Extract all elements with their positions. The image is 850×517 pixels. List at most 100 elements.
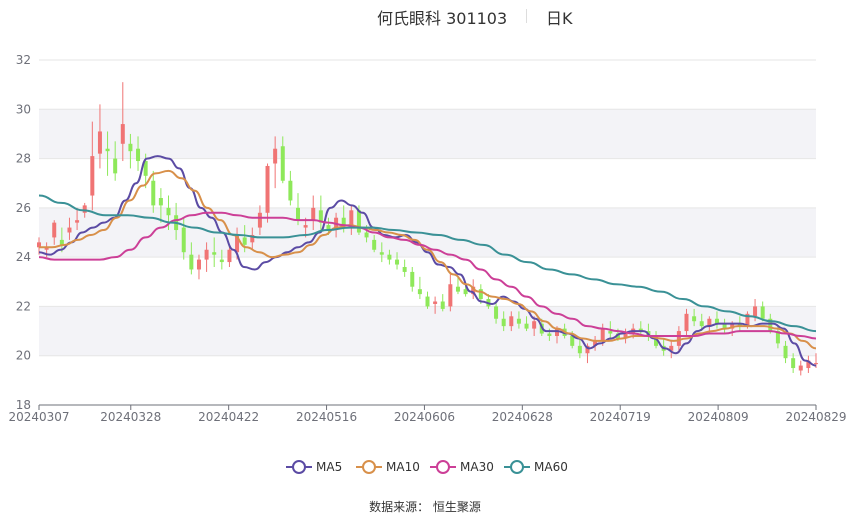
chart-title: 何氏眼科 301103 [377,9,508,28]
candle-body [341,217,346,226]
title-divider [526,9,527,23]
candle-body [151,180,156,206]
data-source: 数据来源： 恒生聚源 [369,500,481,514]
x-tick-label: 20240606 [394,410,455,424]
candle-body [273,148,278,164]
legend-line-icon [286,460,312,474]
candle-body [136,148,141,162]
candle-body [722,323,727,329]
x-tick-label: 20240422 [198,410,259,424]
legend-line-icon [504,460,530,474]
x-tick-label: 20240829 [785,410,846,424]
candle-body [113,158,118,174]
candle-body [395,259,400,265]
candle-body [387,254,392,260]
legend-item-ma10[interactable]: MA10 [356,458,420,476]
candle-body [189,254,194,270]
candle-body [356,210,361,233]
y-tick-label: 20 [16,349,31,363]
candle-body [105,148,110,152]
candle-body [684,313,689,332]
candle-body [745,313,750,327]
candle-body [692,316,697,322]
candle-body [235,234,240,253]
candle-body [417,289,422,295]
ma-line-ma30 [38,211,817,340]
y-tick-label: 26 [16,201,31,215]
candle-body [532,321,537,329]
candle-body [494,306,499,319]
candle-body [120,124,125,144]
candle-body [775,331,780,344]
candle-body [547,333,552,336]
candle-body [615,333,620,339]
candle-body [440,301,445,309]
x-tick-label: 20240328 [100,410,161,424]
candle-body [265,165,270,213]
candle-body [128,143,133,152]
candle-body [364,232,369,238]
candle-body [608,331,613,334]
legend-label: MA5 [316,460,343,474]
candle-body [288,180,293,201]
y-tick-label: 32 [16,53,31,67]
candle-body [669,345,674,351]
candle-body [318,210,323,223]
legend-label: MA60 [534,460,568,474]
legend-line-icon [356,460,382,474]
candle-body [67,227,72,233]
x-tick-label: 20240809 [688,410,749,424]
candle-body [75,220,80,223]
candle-body [760,306,765,319]
candle-body [410,271,415,287]
candle-body [737,323,742,327]
ma-line-ma60 [38,194,817,333]
candle-body [478,289,483,300]
candle-body [806,360,811,369]
candle-body [448,284,453,307]
candle-body [555,328,559,336]
candle-body [311,207,316,221]
candle-body [90,156,95,196]
candle-body [349,210,354,226]
ma-line-ma10 [39,169,817,350]
candle-body [37,242,41,248]
candle-body [654,336,659,346]
candle-body [280,146,285,181]
candle-body [303,225,308,228]
legend-label: MA30 [460,460,494,474]
candle-body [707,318,712,327]
y-tick-label: 24 [16,250,31,264]
candle-body [577,345,582,354]
candle-body [798,365,803,371]
candle-body [158,198,163,206]
grid-band [39,109,816,159]
legend-item-ma30[interactable]: MA30 [430,458,494,476]
candle-body [326,225,331,231]
candle-body [455,286,460,292]
candle-body [638,328,643,332]
candle-body [44,247,49,250]
legend-item-ma5[interactable]: MA5 [286,458,342,476]
candle-body [257,212,262,228]
candle-body [219,259,224,263]
candle-body [570,336,575,346]
candle-body [516,318,521,324]
period-label: 日K [546,9,573,28]
candle-body [82,205,87,213]
candle-body [372,239,377,250]
candle-body [676,331,681,346]
x-tick-label: 20240628 [492,410,553,424]
candle-body [730,323,735,329]
legend-item-ma60[interactable]: MA60 [504,458,568,476]
y-tick-label: 22 [16,299,31,313]
y-tick-label: 28 [16,152,31,166]
candle-body [425,296,430,307]
candle-body [623,333,628,339]
candle-body [379,252,384,255]
y-tick-label: 18 [16,398,31,412]
candle-body [52,222,57,238]
candle-body [714,318,719,324]
candle-body [143,161,148,176]
